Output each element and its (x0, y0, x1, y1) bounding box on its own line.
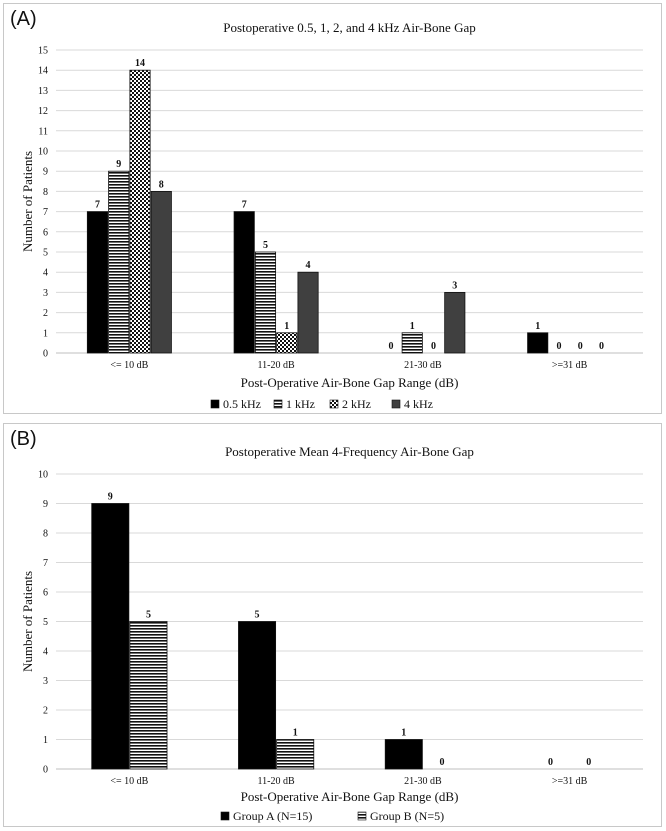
x-tick-label: >=31 dB (552, 776, 588, 787)
legend-label: 1 kHz (286, 397, 315, 411)
y-axis-title: Number of Patients (20, 571, 35, 672)
data-label: 5 (146, 610, 151, 621)
y-tick-label: 9 (43, 167, 48, 178)
bar (150, 190, 172, 354)
bar (276, 332, 298, 354)
legend-swatch (220, 811, 230, 821)
y-tick-label: 6 (43, 227, 48, 238)
x-tick-label: 21-30 dB (404, 360, 442, 371)
bar (91, 503, 130, 770)
data-label: 0 (578, 341, 583, 352)
y-tick-label: 3 (43, 676, 48, 687)
data-label: 0 (556, 341, 561, 352)
data-label: 1 (410, 321, 415, 332)
legend-swatch (329, 399, 339, 409)
bar (233, 211, 255, 354)
y-tick-label: 10 (38, 147, 48, 158)
panel-label-a: (A) (10, 8, 37, 30)
data-label: 5 (255, 610, 260, 621)
y-tick-label: 7 (43, 558, 48, 569)
panel-a: (A) Postoperative 0.5, 1, 2, and 4 kHz A… (3, 3, 662, 414)
chart-title: Postoperative 0.5, 1, 2, and 4 kHz Air-B… (223, 20, 475, 35)
bar (254, 251, 277, 354)
bar (108, 170, 130, 354)
data-label: 3 (452, 280, 457, 291)
data-label: 0 (548, 757, 553, 768)
data-label: 0 (599, 341, 604, 352)
y-tick-label: 2 (43, 706, 48, 717)
y-tick-label: 5 (43, 617, 48, 628)
legend-swatch (357, 811, 367, 821)
bar (238, 621, 277, 770)
bar (86, 211, 108, 354)
legend-label: 0.5 kHz (223, 397, 261, 411)
y-tick-label: 8 (43, 187, 48, 198)
bar (297, 271, 319, 354)
legend-swatch (391, 399, 401, 409)
x-axis-title: Post-Operative Air-Bone Gap Range (dB) (241, 375, 459, 390)
y-tick-label: 8 (43, 529, 48, 540)
y-tick-label: 0 (43, 349, 48, 360)
x-tick-label: 21-30 dB (404, 776, 442, 787)
data-label: 9 (108, 492, 113, 503)
data-label: 0 (586, 757, 591, 768)
y-axis-title: Number of Patients (20, 151, 35, 252)
chart-title: Postoperative Mean 4-Frequency Air-Bone … (225, 444, 474, 459)
bar (129, 621, 168, 770)
bar (384, 739, 423, 770)
legend-label: Group B (N=5) (370, 809, 444, 823)
legend-label: Group A (N=15) (233, 809, 312, 823)
y-tick-label: 1 (43, 328, 48, 339)
data-label: 9 (116, 159, 121, 170)
legend-swatch (273, 399, 283, 409)
bar (527, 332, 549, 354)
y-tick-label: 3 (43, 288, 48, 299)
y-tick-label: 15 (38, 46, 48, 57)
data-label: 0 (431, 341, 436, 352)
x-tick-label: 11-20 dB (258, 360, 295, 371)
y-tick-label: 13 (38, 86, 48, 97)
bar (129, 69, 151, 354)
y-tick-label: 1 (43, 735, 48, 746)
chart-b: Postoperative Mean 4-Frequency Air-Bone … (20, 444, 643, 823)
data-label: 1 (535, 321, 540, 332)
bar (444, 291, 466, 354)
y-tick-label: 0 (43, 765, 48, 776)
data-label: 1 (293, 728, 298, 739)
y-tick-label: 7 (43, 207, 48, 218)
data-label: 7 (95, 200, 100, 211)
y-tick-label: 10 (38, 470, 48, 481)
y-tick-label: 2 (43, 308, 48, 319)
y-tick-label: 11 (38, 126, 48, 137)
data-label: 5 (263, 240, 268, 251)
y-tick-label: 9 (43, 499, 48, 510)
x-axis-title: Post-Operative Air-Bone Gap Range (dB) (241, 789, 459, 804)
panel-label-b: (B) (10, 428, 37, 450)
y-tick-label: 12 (38, 106, 48, 117)
x-tick-label: <= 10 dB (110, 360, 148, 371)
y-tick-label: 6 (43, 588, 48, 599)
chart-a: Postoperative 0.5, 1, 2, and 4 kHz Air-B… (20, 20, 643, 411)
panel-b: (B) Postoperative Mean 4-Frequency Air-B… (3, 423, 662, 827)
data-label: 1 (284, 321, 289, 332)
y-tick-label: 5 (43, 248, 48, 259)
x-tick-label: >=31 dB (552, 360, 588, 371)
legend-label: 2 kHz (342, 397, 371, 411)
y-tick-label: 4 (43, 268, 48, 279)
x-tick-label: <= 10 dB (110, 776, 148, 787)
y-tick-label: 4 (43, 647, 48, 658)
data-label: 0 (439, 757, 444, 768)
data-label: 4 (306, 260, 311, 271)
data-label: 14 (135, 58, 145, 69)
data-label: 0 (388, 341, 393, 352)
x-tick-label: 11-20 dB (258, 776, 295, 787)
legend-label: 4 kHz (404, 397, 433, 411)
bar (276, 739, 315, 770)
data-label: 8 (159, 179, 164, 190)
data-label: 1 (401, 728, 406, 739)
data-label: 7 (242, 200, 247, 211)
legend-swatch (210, 399, 220, 409)
bar (401, 332, 423, 354)
y-tick-label: 14 (38, 66, 48, 77)
